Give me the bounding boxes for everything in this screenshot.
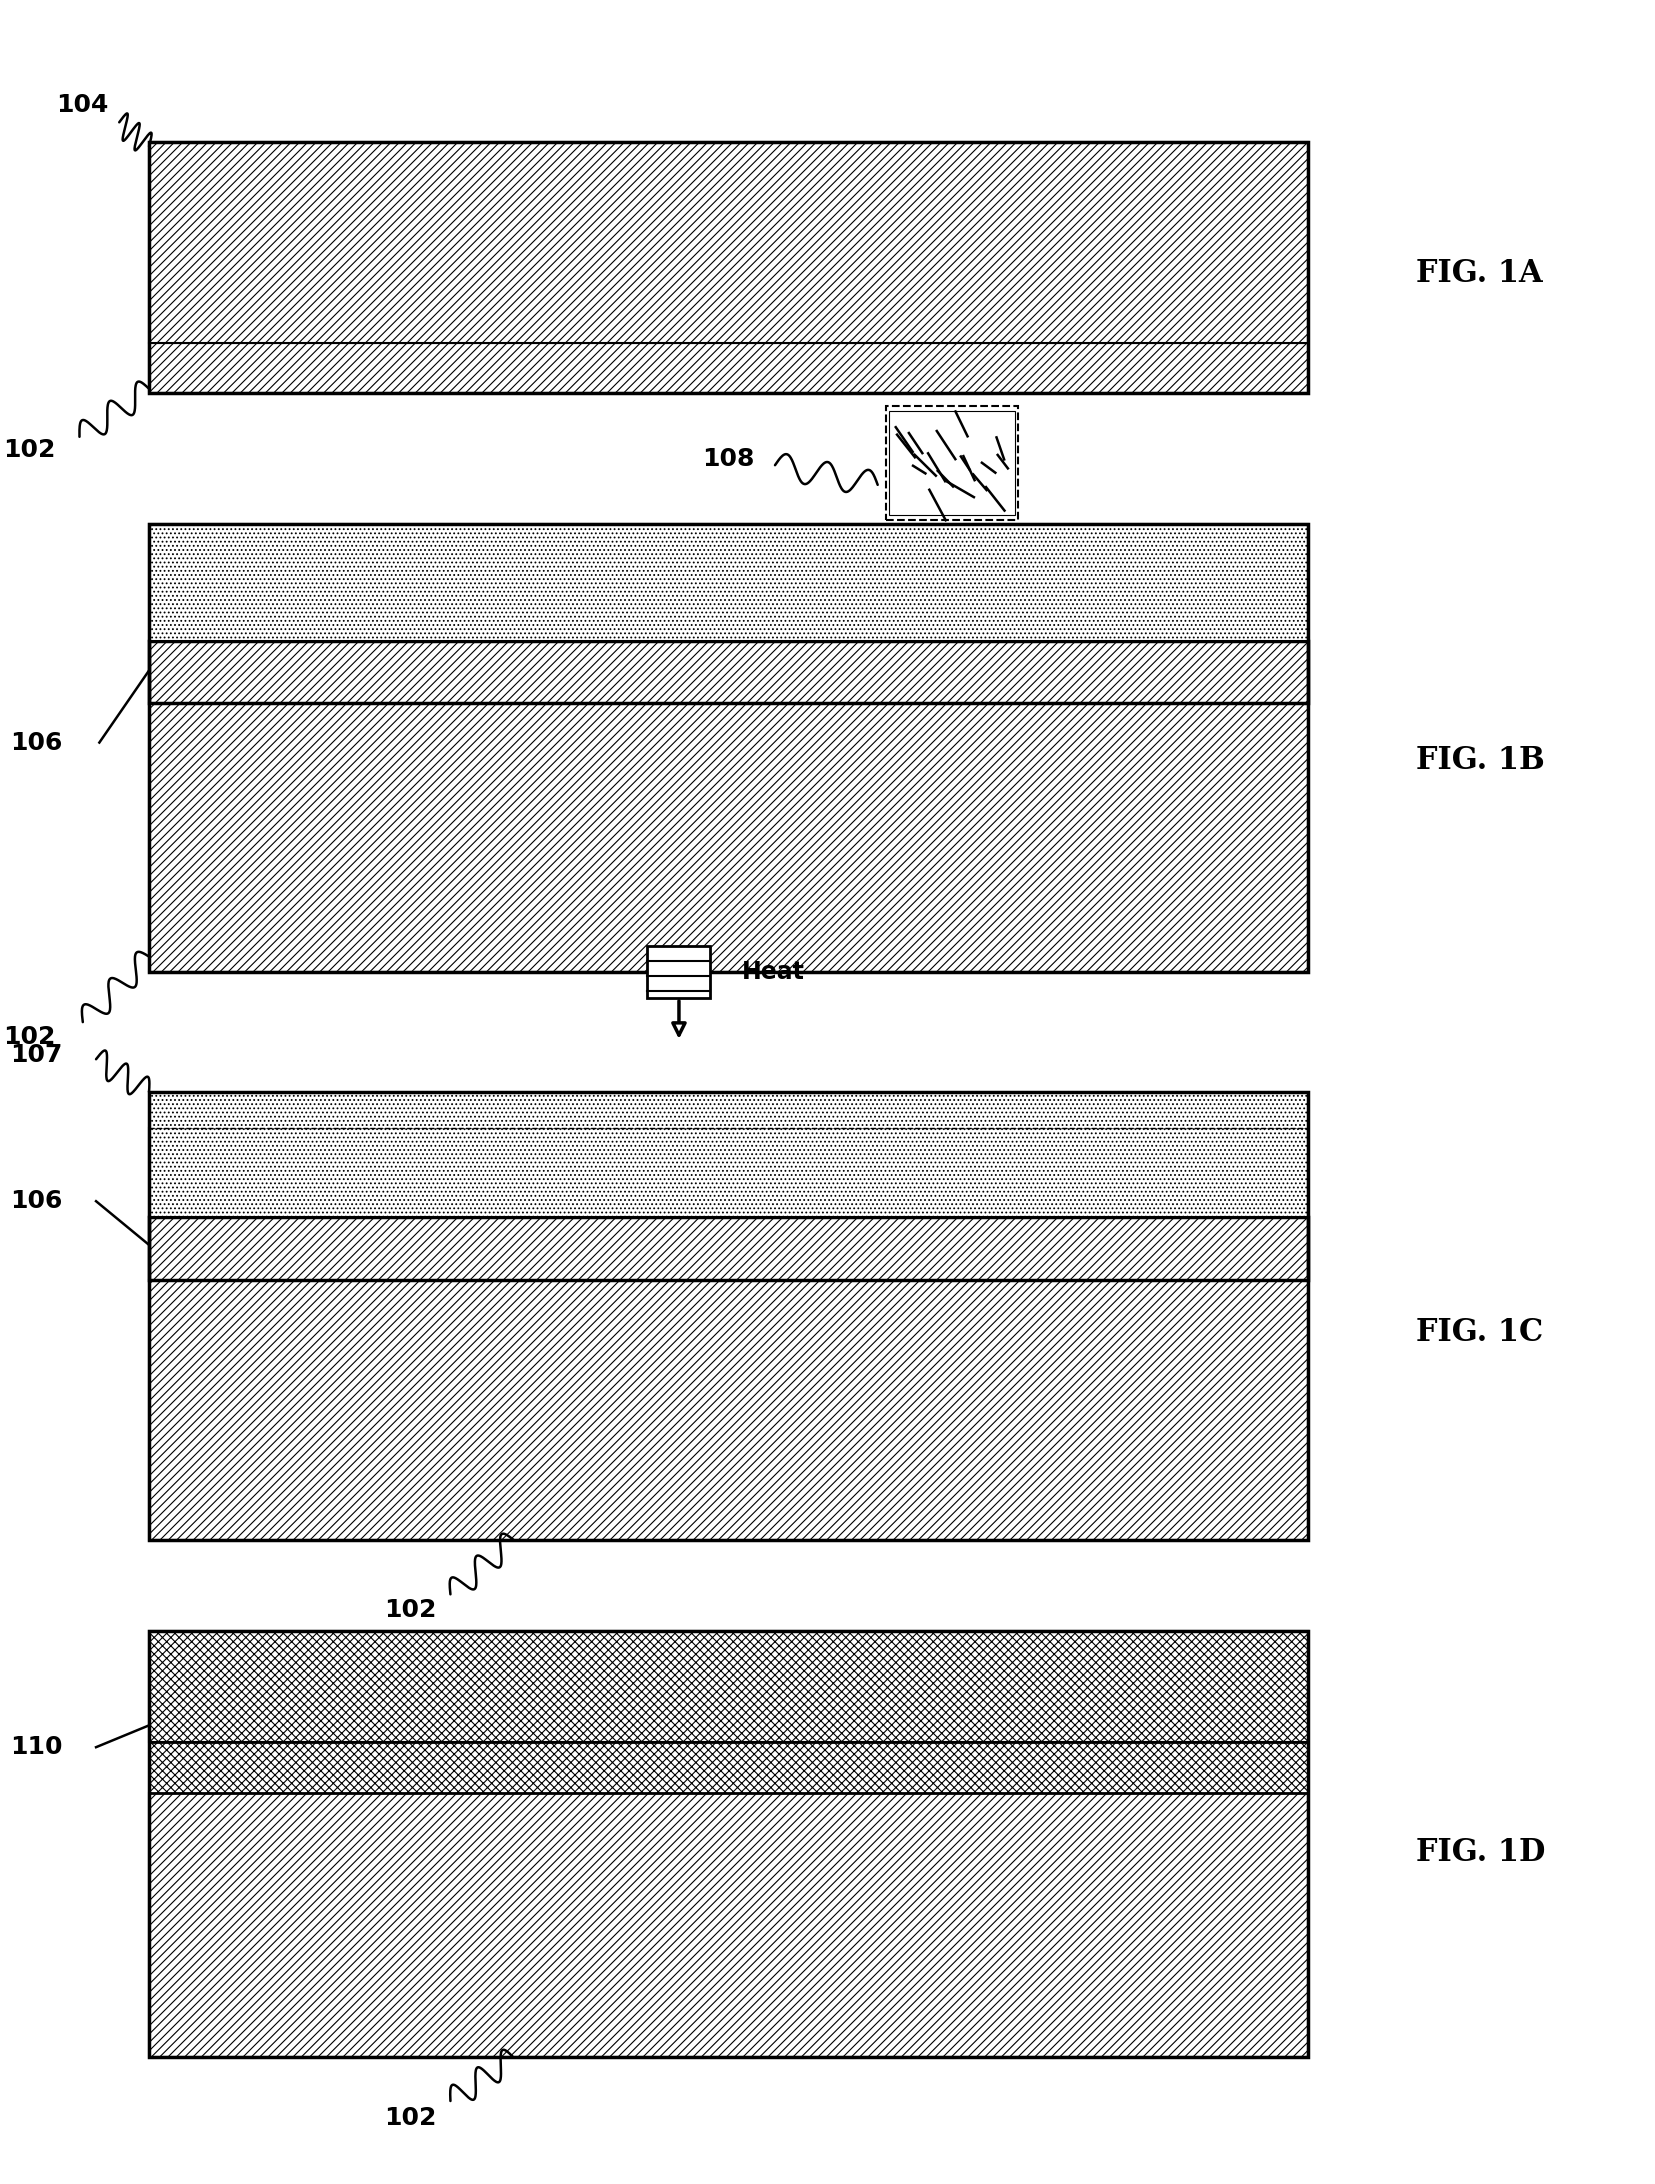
Text: 110: 110 — [10, 1736, 63, 1758]
Text: FIG. 1A: FIG. 1A — [1415, 258, 1541, 288]
Text: 102: 102 — [3, 1026, 56, 1048]
Bar — [889, 411, 1015, 515]
Bar — [149, 1092, 1307, 1127]
Text: 102: 102 — [384, 2108, 437, 2129]
Text: FIG. 1B: FIG. 1B — [1415, 745, 1544, 775]
Bar — [149, 524, 1307, 640]
Text: 106: 106 — [10, 1190, 63, 1212]
Bar — [149, 524, 1307, 972]
Bar — [149, 1793, 1307, 2057]
Bar — [885, 406, 1018, 520]
Bar — [149, 1280, 1307, 1540]
Text: 102: 102 — [384, 1599, 437, 1621]
Bar — [149, 343, 1307, 393]
Text: Heat: Heat — [741, 961, 804, 983]
Bar — [647, 946, 710, 998]
Text: 104: 104 — [56, 94, 109, 116]
Bar — [149, 1216, 1307, 1280]
Bar — [149, 1631, 1307, 1743]
Text: 107: 107 — [10, 1044, 63, 1066]
Bar — [149, 1631, 1307, 2057]
Text: FIG. 1C: FIG. 1C — [1415, 1317, 1542, 1348]
Bar — [149, 142, 1307, 343]
Bar — [149, 1127, 1307, 1216]
Bar — [149, 1092, 1307, 1540]
Text: 102: 102 — [3, 439, 56, 461]
Text: 108: 108 — [702, 448, 755, 470]
Text: FIG. 1D: FIG. 1D — [1415, 1837, 1544, 1867]
Bar — [149, 640, 1307, 703]
Text: 106: 106 — [10, 732, 63, 753]
Bar — [149, 142, 1307, 393]
Bar — [149, 1743, 1307, 1793]
Bar — [149, 703, 1307, 972]
